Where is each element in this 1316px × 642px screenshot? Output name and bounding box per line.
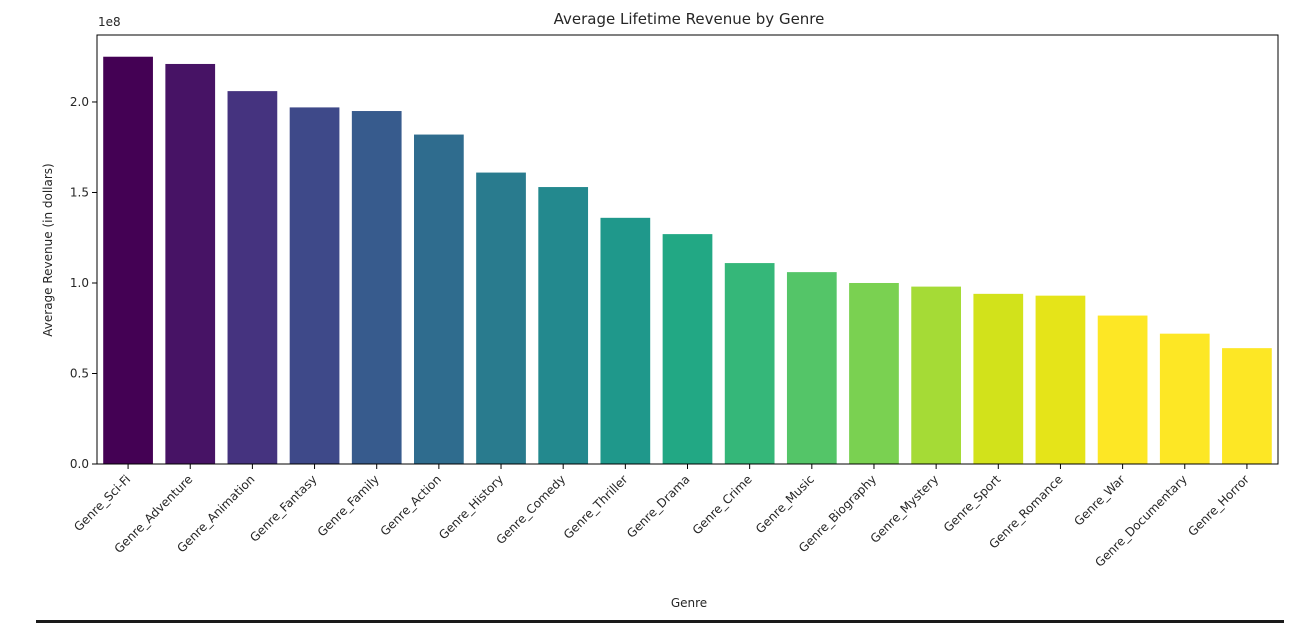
x-tick-label: Genre_Mystery [868, 472, 942, 546]
y-scale-label: 1e8 [98, 15, 121, 29]
x-axis-label: Genre [671, 596, 707, 610]
bar [538, 187, 589, 464]
bar [724, 263, 775, 464]
x-tick-label: Genre_Drama [624, 472, 693, 541]
bar [227, 91, 278, 464]
bar [662, 234, 713, 464]
y-tick-label: 0.0 [70, 457, 89, 471]
divider-line [36, 620, 1284, 623]
bar [1222, 348, 1272, 464]
bar [849, 282, 899, 464]
plot-frame [96, 34, 1279, 465]
bar [1159, 333, 1210, 464]
bar [911, 286, 961, 464]
x-tick-label: Genre_Horror [1185, 472, 1252, 539]
x-tick-label: Genre_War [1071, 472, 1127, 528]
bar [103, 56, 153, 464]
x-tick-label: Genre_Action [378, 472, 444, 538]
bar [476, 172, 526, 464]
bar [351, 111, 402, 464]
x-tick-label: Genre_Fantasy [247, 472, 319, 544]
chart-title: Average Lifetime Revenue by Genre [554, 10, 825, 28]
y-tick-label: 2.0 [70, 95, 89, 109]
bar [600, 217, 651, 464]
x-tick-label: Genre_Thriller [561, 472, 631, 542]
bar [973, 293, 1024, 464]
x-tick-label: Genre_Crime [690, 472, 755, 537]
y-tick-label: 0.5 [70, 366, 89, 380]
y-tick-label: 1.0 [70, 276, 89, 290]
bars-group [103, 56, 1272, 465]
bar [786, 272, 837, 464]
bar [1097, 315, 1148, 464]
y-tick-label: 1.5 [70, 185, 89, 199]
y-axis-label: Average Revenue (in dollars) [41, 163, 55, 336]
x-axis: Genre_Sci-FiGenre_AdventureGenre_Animati… [71, 464, 1252, 570]
bar [289, 107, 340, 464]
y-axis: 0.0 0.5 1.0 1.5 2.0 [70, 95, 97, 471]
x-tick-label: Genre_Sport [941, 472, 1004, 535]
x-tick-label: Genre_Family [315, 472, 382, 539]
bar [165, 63, 216, 464]
bar [1035, 295, 1086, 464]
x-tick-label: Genre_History [436, 472, 506, 542]
bar [414, 134, 464, 465]
x-tick-label: Genre_Sci-Fi [71, 472, 133, 534]
x-tick-label: Genre_Music [753, 472, 817, 536]
